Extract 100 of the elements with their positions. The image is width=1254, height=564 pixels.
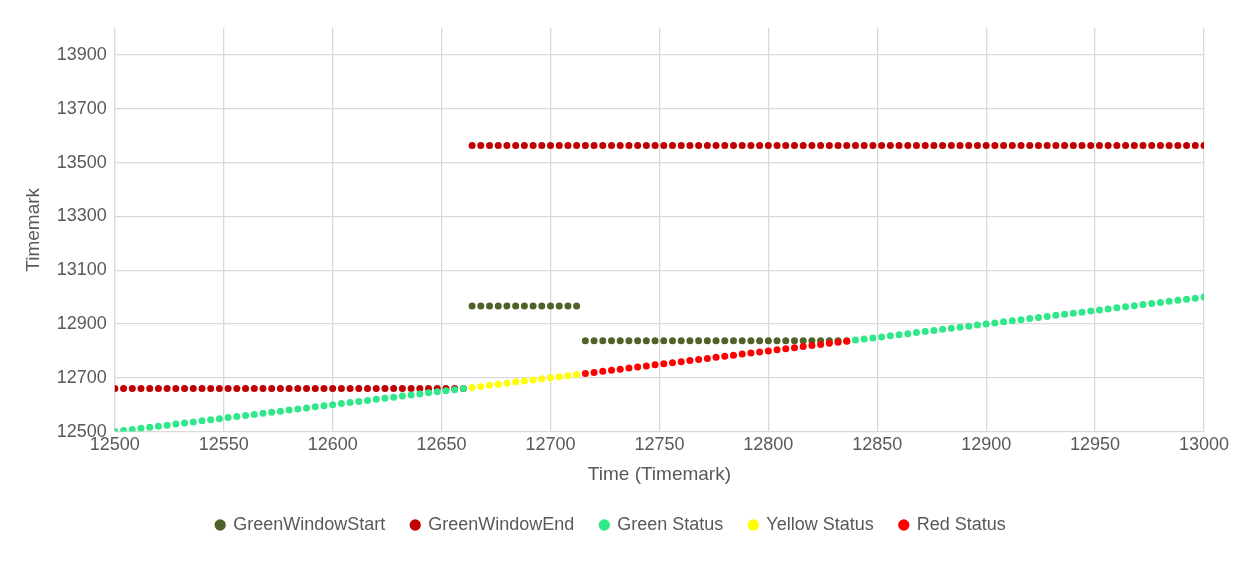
- point: [738, 337, 746, 345]
- point: [764, 347, 772, 355]
- point: [703, 337, 711, 345]
- legend-label: GreenWindowStart: [233, 513, 386, 534]
- y-axis-title: Timemark: [21, 187, 43, 272]
- point: [642, 337, 650, 345]
- point: [616, 337, 624, 345]
- point: [520, 377, 528, 385]
- point: [538, 302, 546, 310]
- point: [625, 364, 633, 372]
- x-tick-label: 12600: [307, 434, 358, 455]
- point: [695, 355, 703, 363]
- point: [660, 360, 668, 368]
- point: [782, 337, 790, 345]
- y-tick-label: 12900: [56, 312, 107, 333]
- point: [477, 302, 485, 310]
- point: [590, 368, 598, 376]
- point: [573, 302, 581, 310]
- point: [477, 382, 485, 390]
- point: [486, 381, 494, 389]
- point: [503, 302, 511, 310]
- point: [486, 302, 494, 310]
- point: [721, 352, 729, 360]
- point: [555, 373, 563, 381]
- point: [695, 337, 703, 345]
- point: [634, 363, 642, 371]
- point: [651, 337, 659, 345]
- y-tick-label: 13100: [56, 259, 107, 280]
- y-tick-label: 13500: [56, 151, 107, 172]
- point: [686, 357, 694, 365]
- point: [651, 361, 659, 369]
- point: [729, 337, 737, 345]
- point: [799, 343, 807, 351]
- point: [790, 337, 798, 345]
- point: [616, 365, 624, 373]
- point: [808, 342, 816, 349]
- x-tick-label: 12900: [961, 434, 1012, 455]
- y-tick-label: 13700: [56, 97, 107, 118]
- point: [703, 354, 711, 362]
- point: [799, 337, 807, 345]
- point: [686, 337, 694, 345]
- y-tick-label: 13900: [56, 43, 107, 64]
- point: [590, 337, 598, 345]
- legend-label: Yellow Status: [766, 513, 874, 534]
- point: [756, 348, 764, 356]
- point: [773, 337, 781, 345]
- point: [773, 346, 781, 354]
- point: [642, 362, 650, 370]
- point: [712, 337, 720, 345]
- point: [564, 372, 572, 380]
- x-tick-label: 13000: [1178, 434, 1230, 455]
- point: [468, 383, 476, 391]
- point: [494, 380, 502, 388]
- x-tick-label: 12950: [1070, 434, 1121, 455]
- point: [555, 302, 563, 310]
- point: [669, 337, 676, 345]
- point: [547, 302, 555, 310]
- legend-label: Green Status: [617, 513, 724, 534]
- y-tick-label: 12700: [56, 366, 107, 387]
- point: [747, 337, 755, 345]
- point: [764, 337, 772, 345]
- point: [581, 369, 589, 377]
- point: [529, 376, 537, 384]
- point: [625, 337, 633, 345]
- point: [599, 337, 607, 345]
- x-tick-label: 12750: [634, 434, 685, 455]
- point: [573, 371, 581, 379]
- point: [756, 337, 764, 345]
- x-tick-label: 12800: [743, 434, 794, 455]
- point: [677, 358, 685, 366]
- point: [494, 302, 502, 310]
- legend-label: Red Status: [916, 513, 1006, 534]
- x-tick-label: 12850: [852, 434, 903, 455]
- point: [520, 302, 528, 310]
- point: [782, 345, 790, 353]
- x-tick-label: 12650: [416, 434, 467, 455]
- point: [721, 337, 729, 345]
- point: [729, 351, 737, 359]
- point: [512, 378, 520, 386]
- y-tick-label: 13300: [56, 205, 107, 226]
- point: [538, 375, 546, 383]
- x-axis-title: Time (Timemark): [587, 462, 732, 484]
- point: [599, 367, 607, 375]
- point: [669, 359, 676, 367]
- point: [581, 337, 589, 345]
- point: [712, 353, 720, 361]
- point: [660, 337, 668, 345]
- legend-label: GreenWindowEnd: [428, 513, 575, 534]
- x-tick-label: 12700: [525, 434, 576, 455]
- point: [738, 350, 746, 358]
- point: [790, 344, 798, 352]
- x-tick-label: 12550: [198, 434, 249, 455]
- point: [503, 379, 511, 387]
- point: [608, 366, 615, 374]
- point: [547, 374, 555, 382]
- point: [608, 337, 615, 345]
- point: [468, 302, 476, 310]
- point: [512, 302, 520, 310]
- point: [634, 337, 642, 345]
- point: [564, 302, 572, 310]
